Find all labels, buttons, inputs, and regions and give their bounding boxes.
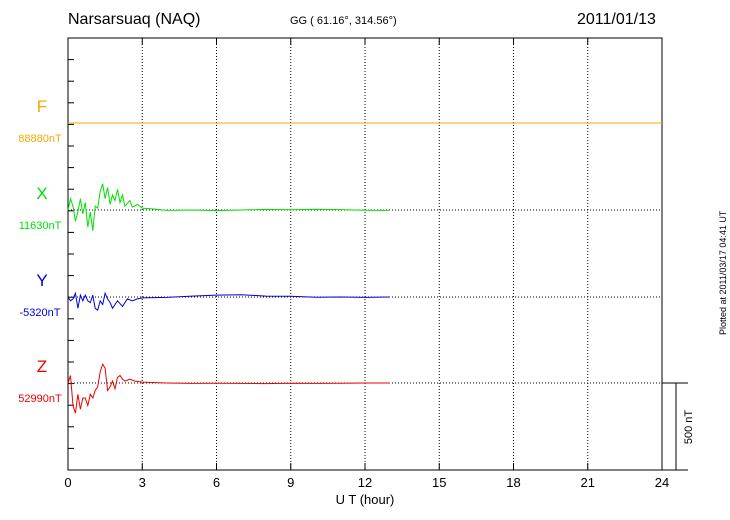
series-label-z: Z — [37, 357, 47, 376]
series-line-y — [67, 291, 390, 312]
x-tick-label: 0 — [64, 475, 71, 490]
series-label-f: F — [37, 97, 47, 116]
x-tick-label: 3 — [139, 475, 146, 490]
series-base-y: -5320nT — [20, 307, 61, 319]
coordinates-label: GG ( 61.16°, 314.56°) — [290, 15, 397, 27]
x-tick-label: 15 — [432, 475, 446, 490]
station-title: Narsarsuaq (NAQ) — [68, 11, 201, 28]
series-base-x: 11630nT — [19, 220, 62, 232]
series-line-z — [67, 363, 390, 414]
series-base-f: 88880nT — [18, 133, 62, 145]
x-tick-label: 24 — [655, 475, 669, 490]
x-tick-label: 6 — [213, 475, 220, 490]
x-tick-label: 18 — [506, 475, 520, 490]
series-label-y: Y — [36, 271, 47, 290]
date-label: 2011/01/13 — [577, 11, 656, 28]
x-tick-label: 12 — [358, 475, 372, 490]
x-tick-label: 9 — [287, 475, 294, 490]
x-axis-label: U T (hour) — [336, 492, 395, 507]
series-base-z: 52990nT — [18, 393, 62, 405]
x-tick-label: 21 — [581, 475, 595, 490]
scale-label: 500 nT — [683, 410, 695, 445]
series-label-x: X — [36, 184, 47, 203]
series-line-x — [67, 183, 390, 231]
